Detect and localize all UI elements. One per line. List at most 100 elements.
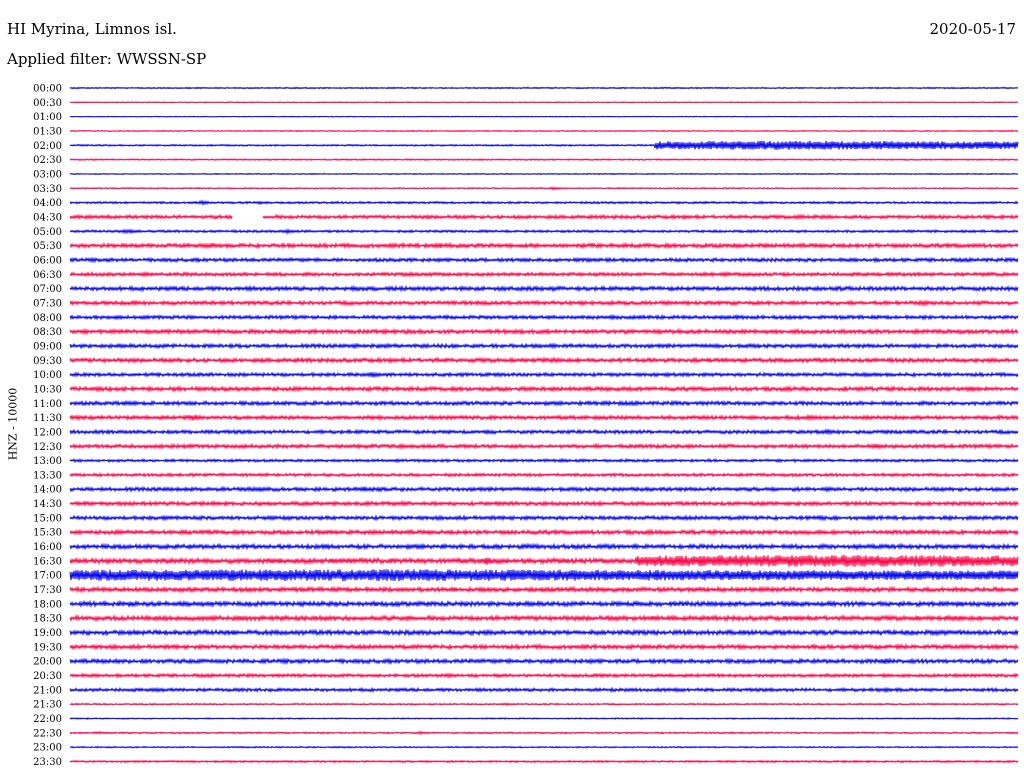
- seismic-trace-1400: [69, 485, 1019, 494]
- time-tick-label: 00:30: [33, 98, 62, 109]
- time-tick-label: 19:30: [33, 642, 62, 653]
- time-tick-label: 05:30: [33, 241, 62, 252]
- time-tick-label: 09:30: [33, 356, 62, 367]
- seismic-trace-0600: [69, 256, 1019, 264]
- seismic-trace-1430: [69, 499, 1019, 508]
- seismic-trace-2300: [69, 745, 1019, 749]
- time-tick-label: 10:30: [33, 384, 62, 395]
- time-tick-label: 06:00: [33, 255, 62, 266]
- station-title: HI Myrina, Limnos isl.: [7, 20, 177, 38]
- time-tick-label: 12:00: [33, 427, 62, 438]
- time-tick-label: 11:30: [33, 413, 62, 424]
- record-date: 2020-05-17: [929, 20, 1016, 38]
- seismic-trace-2000: [69, 657, 1019, 666]
- seismic-trace-0530: [69, 241, 1019, 250]
- time-tick-label: 20:00: [33, 657, 62, 668]
- time-tick-label: 21:30: [33, 700, 62, 711]
- seismic-trace-1700: [69, 569, 1019, 582]
- seismic-trace-0830: [69, 327, 1019, 336]
- seismic-trace-0930: [69, 356, 1019, 365]
- seismic-trace-1930: [69, 642, 1019, 651]
- seismic-trace-0400: [69, 199, 1019, 207]
- time-tick-label: 06:30: [33, 270, 62, 281]
- time-tick-label: 03:00: [33, 169, 62, 180]
- time-tick-label: 16:00: [33, 542, 62, 553]
- seismic-trace-1030: [69, 384, 1019, 393]
- time-tick-label: 16:30: [33, 556, 62, 567]
- seismic-trace-1730: [69, 585, 1019, 594]
- seismic-trace-2200: [69, 717, 1019, 721]
- time-tick-label: 20:30: [33, 671, 62, 682]
- time-tick-label: 18:30: [33, 614, 62, 625]
- seismic-trace-2330: [69, 759, 1019, 764]
- time-tick-label: 11:00: [33, 399, 62, 410]
- seismic-trace-1230: [69, 442, 1019, 451]
- seismic-trace-0730: [69, 298, 1019, 308]
- time-tick-label: 17:00: [33, 571, 62, 582]
- seismic-trace-1900: [69, 628, 1019, 637]
- seismic-trace-0030: [69, 101, 1019, 104]
- time-tick-label: 07:00: [33, 284, 62, 295]
- seismic-trace-1330: [69, 471, 1019, 478]
- time-tick-label: 07:30: [33, 298, 62, 309]
- time-tick-label: 12:30: [33, 442, 62, 453]
- seismic-trace-1630: [69, 554, 1019, 567]
- time-tick-label: 10:00: [33, 370, 62, 381]
- time-tick-label: 19:00: [33, 628, 62, 639]
- seismic-trace-0100: [69, 115, 1019, 118]
- seismic-trace-2130: [69, 702, 1019, 707]
- time-tick-label: 04:00: [33, 198, 62, 209]
- time-tick-label: 13:30: [33, 470, 62, 481]
- seismic-trace-0800: [69, 313, 1019, 321]
- time-tick-label: 14:30: [33, 499, 62, 510]
- seismic-trace-0000: [69, 86, 1019, 90]
- seismic-trace-2030: [69, 672, 1019, 679]
- time-tick-label: 22:30: [33, 728, 62, 739]
- seismic-trace-0500: [69, 228, 1019, 235]
- seismic-trace-0130: [69, 129, 1019, 133]
- time-tick-label: 21:00: [33, 685, 62, 696]
- time-tick-label: 02:00: [33, 141, 62, 152]
- time-tick-label: 01:30: [33, 126, 62, 137]
- time-tick-label: 17:30: [33, 585, 62, 596]
- time-tick-label: 22:00: [33, 714, 62, 725]
- time-tick-label: 13:00: [33, 456, 62, 467]
- time-tick-label: 01:00: [33, 112, 62, 123]
- seismic-trace-1100: [69, 399, 1019, 407]
- seismic-trace-1830: [69, 613, 1019, 623]
- time-tick-label: 04:30: [33, 212, 62, 223]
- time-tick-label: 03:30: [33, 184, 62, 195]
- seismic-trace-0230: [69, 158, 1019, 162]
- seismic-trace-1200: [69, 428, 1019, 436]
- time-tick-label: 18:00: [33, 599, 62, 610]
- seismic-trace-2100: [69, 686, 1019, 694]
- time-tick-label: 00:00: [33, 84, 62, 95]
- time-tick-label: 14:00: [33, 485, 62, 496]
- seismic-trace-1530: [69, 528, 1019, 537]
- time-tick-label: 08:30: [33, 327, 62, 338]
- time-tick-label: 08:00: [33, 313, 62, 324]
- seismic-trace-1000: [69, 371, 1019, 379]
- seismic-trace-1300: [69, 457, 1019, 464]
- seismic-trace-1800: [69, 599, 1019, 609]
- seismic-trace-0330: [69, 186, 1019, 191]
- time-tick-label: 15:30: [33, 528, 62, 539]
- filter-label: Applied filter: WWSSN-SP: [7, 50, 207, 68]
- time-tick-label: 23:00: [33, 743, 62, 754]
- seismic-trace-0700: [69, 284, 1019, 293]
- seismic-trace-0200: [69, 140, 1019, 150]
- seismic-trace-0900: [69, 342, 1019, 350]
- seismic-trace-1600: [69, 542, 1019, 551]
- time-tick-label: 15:00: [33, 513, 62, 524]
- seismic-trace-2230: [69, 730, 1019, 736]
- time-tick-label: 05:00: [33, 227, 62, 238]
- time-tick-label: 02:30: [33, 155, 62, 166]
- seismic-trace-0630: [69, 270, 1019, 279]
- seismic-trace-0300: [69, 172, 1019, 176]
- seismic-trace-1500: [69, 514, 1019, 522]
- time-tick-label: 09:00: [33, 341, 62, 352]
- time-tick-label: 23:30: [33, 757, 62, 768]
- seismic-trace-0430: [69, 213, 1019, 221]
